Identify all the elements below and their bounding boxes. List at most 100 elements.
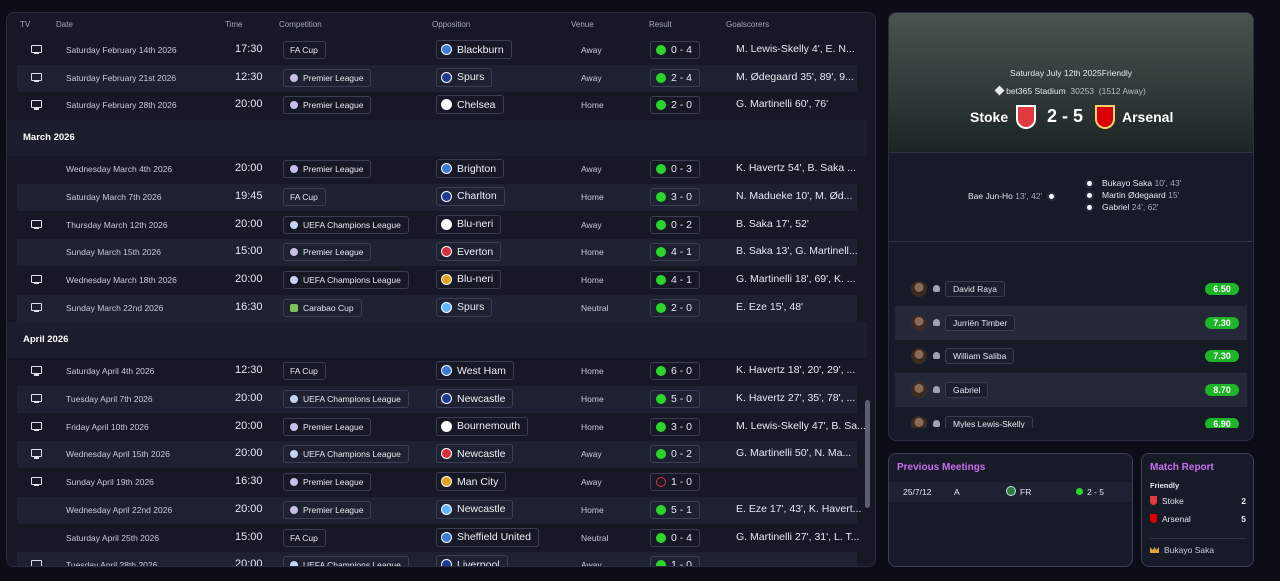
competition-chip[interactable]: Premier League: [283, 473, 372, 492]
result-score: 0 - 4: [671, 44, 693, 56]
opposition-chip[interactable]: Blu-neri: [436, 269, 502, 289]
fixture-row[interactable]: Wednesday March 4th 2026 20:00 Premier Lea…: [17, 156, 857, 183]
col-tv[interactable]: TV: [20, 20, 31, 29]
result-chip[interactable]: 3 - 0: [650, 417, 700, 436]
col-date[interactable]: Date: [56, 20, 73, 29]
previous-meetings-title[interactable]: Previous Meetings: [897, 462, 986, 473]
result-chip[interactable]: 0 - 4: [650, 41, 700, 59]
fixture-row[interactable]: Tuesday April 7th 2026 20:00 UEFA Champion…: [17, 386, 857, 413]
fixture-row[interactable]: Saturday February 14th 2026 17:30 FA Cup Bl…: [17, 37, 857, 64]
fixture-row[interactable]: Sunday March 22nd 2026 16:30 Carabao Cup Sp…: [17, 294, 857, 322]
competition-chip[interactable]: Premier League: [283, 417, 372, 436]
fixture-row[interactable]: Tuesday April 28th 2026 20:00 UEFA Champio…: [17, 552, 857, 566]
fixture-row[interactable]: Saturday February 21st 2026 12:30 Premier …: [17, 64, 857, 92]
opposition-chip[interactable]: Blu-neri: [436, 214, 502, 234]
meeting-result: 2 - 5: [1087, 487, 1105, 497]
result-chip[interactable]: 4 - 1: [650, 243, 700, 262]
fixtures-scrollbar[interactable]: [865, 400, 870, 508]
player-name[interactable]: Jurriën Timber: [945, 314, 1016, 331]
fixture-row[interactable]: Saturday April 4th 2026 12:30 FA Cup West H…: [17, 358, 857, 385]
opposition-chip[interactable]: Blackburn: [436, 40, 512, 59]
result-chip[interactable]: 5 - 0: [650, 390, 700, 408]
opposition-chip[interactable]: Sheffield United: [436, 527, 539, 547]
opposition-chip[interactable]: Everton: [436, 242, 502, 262]
result-chip[interactable]: 0 - 2: [650, 215, 700, 234]
opposition-chip[interactable]: Newcastle: [436, 499, 514, 519]
competition-chip[interactable]: Premier League: [283, 160, 372, 179]
competition-chip[interactable]: FA Cup: [283, 41, 326, 59]
result-chip[interactable]: 0 - 2: [650, 445, 700, 464]
competition-chip[interactable]: FA Cup: [283, 187, 326, 206]
competition-icon: [290, 478, 298, 487]
fixture-row[interactable]: Thursday March 12th 2026 20:00 UEFA Champi…: [17, 212, 857, 239]
result-chip[interactable]: 4 - 1: [650, 270, 700, 289]
opposition-chip[interactable]: Spurs: [436, 67, 493, 87]
result-chip[interactable]: 6 - 0: [650, 362, 700, 381]
opposition-chip[interactable]: Liverpool: [436, 555, 508, 566]
opposition-chip[interactable]: Bournemouth: [436, 416, 529, 436]
player-row[interactable]: Myles Lewis-Skelly 6.90: [895, 407, 1247, 428]
result-chip[interactable]: 2 - 0: [650, 96, 700, 115]
competition-chip[interactable]: UEFA Champions League: [283, 445, 409, 464]
home-team-name[interactable]: Stoke: [970, 109, 1009, 125]
match-report-panel[interactable]: Match Report Friendly Stoke 2 Arsenal 5 Bu…: [1141, 453, 1254, 567]
col-competition[interactable]: Competition: [279, 20, 322, 29]
opposition-name: Spurs: [457, 301, 485, 314]
col-time[interactable]: Time: [225, 20, 243, 29]
col-venue[interactable]: Venue: [571, 20, 594, 29]
competition-chip[interactable]: Carabao Cup: [283, 298, 362, 317]
player-row[interactable]: David Raya 6.50: [895, 272, 1247, 306]
club-crest-icon: [441, 393, 452, 404]
fixture-row[interactable]: Friday April 10th 2026 20:00 Premier Leagu…: [17, 414, 866, 441]
player-name[interactable]: Myles Lewis-Skelly: [945, 415, 1033, 428]
player-row[interactable]: Gabriel 8.70: [895, 373, 1247, 408]
opposition-chip[interactable]: West Ham: [436, 361, 514, 381]
competition-chip[interactable]: UEFA Champions League: [283, 556, 409, 566]
competition-icon: [290, 395, 298, 403]
competition-chip[interactable]: FA Cup: [283, 362, 326, 381]
away-team-name[interactable]: Arsenal: [1122, 109, 1174, 125]
result-chip[interactable]: 5 - 1: [650, 500, 700, 519]
col-result[interactable]: Result: [649, 20, 672, 29]
competition-chip[interactable]: UEFA Champions League: [283, 215, 409, 234]
competition-chip[interactable]: Premier League: [283, 68, 372, 87]
competition-chip[interactable]: UEFA Champions League: [283, 390, 409, 408]
opposition-chip[interactable]: Chelsea: [436, 95, 504, 115]
competition-chip[interactable]: Premier League: [283, 243, 372, 262]
result-chip[interactable]: 1 - 0: [650, 556, 700, 566]
player-row[interactable]: William Saliba 7.30: [895, 339, 1247, 373]
result-chip[interactable]: 1 - 0: [650, 473, 700, 492]
competition-chip[interactable]: UEFA Champions League: [283, 270, 409, 289]
player-name[interactable]: Gabriel: [945, 382, 989, 399]
col-goalscorers[interactable]: Goalscorers: [726, 20, 770, 29]
result-chip[interactable]: 2 - 4: [650, 68, 700, 87]
fixture-row[interactable]: Wednesday April 15th 2026 20:00 UEFA Champ…: [17, 441, 857, 469]
fixture-row[interactable]: Wednesday April 22nd 2026 20:00 Premier Le…: [17, 496, 861, 524]
previous-meeting-row[interactable]: 25/7/12 A FR 2 - 5: [889, 482, 1132, 502]
stadium-icon: [994, 85, 1005, 96]
opposition-chip[interactable]: Spurs: [436, 297, 493, 317]
result-chip[interactable]: 0 - 4: [650, 528, 700, 547]
fixture-row[interactable]: Sunday April 19th 2026 16:30 Premier Leagu…: [17, 469, 857, 496]
opposition-chip[interactable]: Man City: [436, 472, 507, 492]
fixture-row[interactable]: Wednesday March 18th 2026 20:00 UEFA Champ…: [17, 267, 857, 294]
competition-chip[interactable]: Premier League: [283, 500, 372, 519]
fixture-row[interactable]: Sunday March 15th 2026 15:00 Premier Leagu…: [17, 239, 858, 267]
fixture-row[interactable]: Saturday February 28th 2026 20:00 Premier …: [17, 92, 857, 119]
competition-chip[interactable]: Premier League: [283, 96, 372, 115]
result-chip[interactable]: 3 - 0: [650, 187, 700, 206]
opposition-chip[interactable]: Charlton: [436, 186, 505, 206]
opposition-chip[interactable]: Newcastle: [436, 389, 514, 408]
fixture-row[interactable]: Saturday March 7th 2026 19:45 FA Cup Charlt…: [17, 183, 857, 211]
result-chip[interactable]: 2 - 0: [650, 298, 700, 317]
result-chip[interactable]: 0 - 3: [650, 160, 700, 179]
fixture-row[interactable]: Saturday April 25th 2026 15:00 FA Cup Sheff…: [17, 525, 859, 552]
player-row[interactable]: Jurriën Timber 7.30: [895, 305, 1247, 340]
player-name[interactable]: William Saliba: [945, 348, 1015, 365]
opposition-chip[interactable]: Brighton: [436, 159, 505, 179]
competition-chip[interactable]: FA Cup: [283, 528, 326, 547]
opposition-chip[interactable]: Newcastle: [436, 444, 514, 464]
match-report-title[interactable]: Match Report: [1150, 462, 1214, 473]
col-opposition[interactable]: Opposition: [432, 20, 471, 29]
player-name[interactable]: David Raya: [945, 281, 1005, 297]
